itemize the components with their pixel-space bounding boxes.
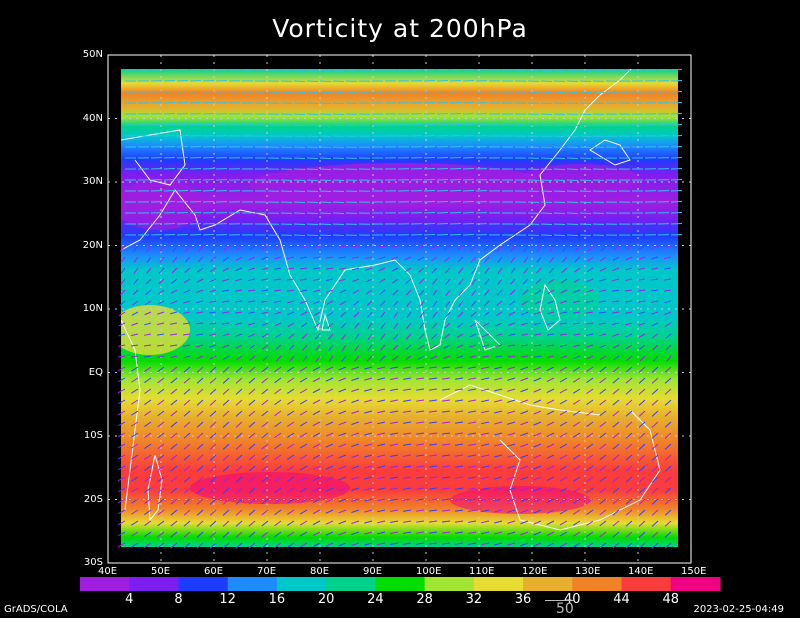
timestamp-label: 2023-02-25-04:49 [693, 604, 784, 615]
wind-vectors [117, 68, 683, 549]
longitude-label: 130E [575, 566, 601, 577]
reference-vector-line [545, 600, 575, 601]
colorbar-swatch [276, 577, 327, 591]
colorbar-swatch [375, 577, 426, 591]
map-frame [107, 54, 692, 564]
longitude-label: 60E [204, 566, 224, 577]
reference-vector-label: 50 [556, 601, 574, 617]
colorbar-label: 28 [416, 592, 433, 607]
colorbar-label: 24 [367, 592, 384, 607]
latitude-label: 20N [82, 239, 103, 251]
longitude-label: 40E [98, 566, 118, 577]
longitude-label: 150E [681, 566, 707, 577]
colorbar-label: 8 [174, 592, 183, 607]
colorbar-label: 40 [564, 592, 581, 607]
colorbar-swatch [572, 577, 623, 591]
colorbar-swatch [227, 577, 278, 591]
longitude-label: 120E [522, 566, 548, 577]
graticule [108, 55, 691, 563]
field-patches [121, 163, 640, 514]
colorbar-label: 32 [465, 592, 483, 607]
colorbar-swatch [80, 577, 130, 591]
colorbar-swatch [523, 577, 573, 591]
latitude-label: 10N [82, 303, 103, 314]
latitude-label: 30S [83, 557, 103, 568]
longitude-label: 140E [628, 566, 654, 577]
colorbar-swatch [621, 577, 672, 591]
colorbar [80, 577, 721, 591]
latitude-label: 10S [83, 430, 103, 441]
colorbar-label: 16 [268, 592, 286, 607]
latitude-label: 20S [83, 493, 103, 505]
colorbar-swatch [670, 577, 721, 591]
colorbar-swatch [424, 577, 475, 591]
latitude-label: 50N [82, 49, 103, 60]
colorbar-label: 20 [317, 592, 335, 607]
colorbar-label: 48 [662, 592, 680, 607]
colorbar-label: 12 [219, 592, 236, 607]
credit-label: GrADS/COLA [4, 604, 68, 615]
latitude-label: 30N [82, 176, 103, 187]
latitude-label: EQ [88, 366, 103, 378]
colorbar-swatch [326, 577, 376, 591]
colorbar-swatch [129, 577, 179, 591]
latitude-label: 40N [82, 112, 103, 124]
colorbar-label: 4 [125, 592, 134, 607]
longitude-label: 50E [151, 566, 171, 577]
colorbar-swatch [178, 577, 229, 591]
colorbar-swatch [473, 577, 524, 591]
longitude-label: 110E [469, 566, 495, 577]
colorbar-label: 44 [613, 592, 630, 607]
longitude-label: 80E [310, 566, 330, 577]
longitude-label: 70E [257, 566, 277, 577]
map-title: Vorticity at 200hPa [272, 14, 528, 43]
colorbar-label: 36 [514, 592, 532, 607]
longitude-label: 90E [363, 566, 383, 577]
longitude-label: 100E [416, 566, 442, 577]
